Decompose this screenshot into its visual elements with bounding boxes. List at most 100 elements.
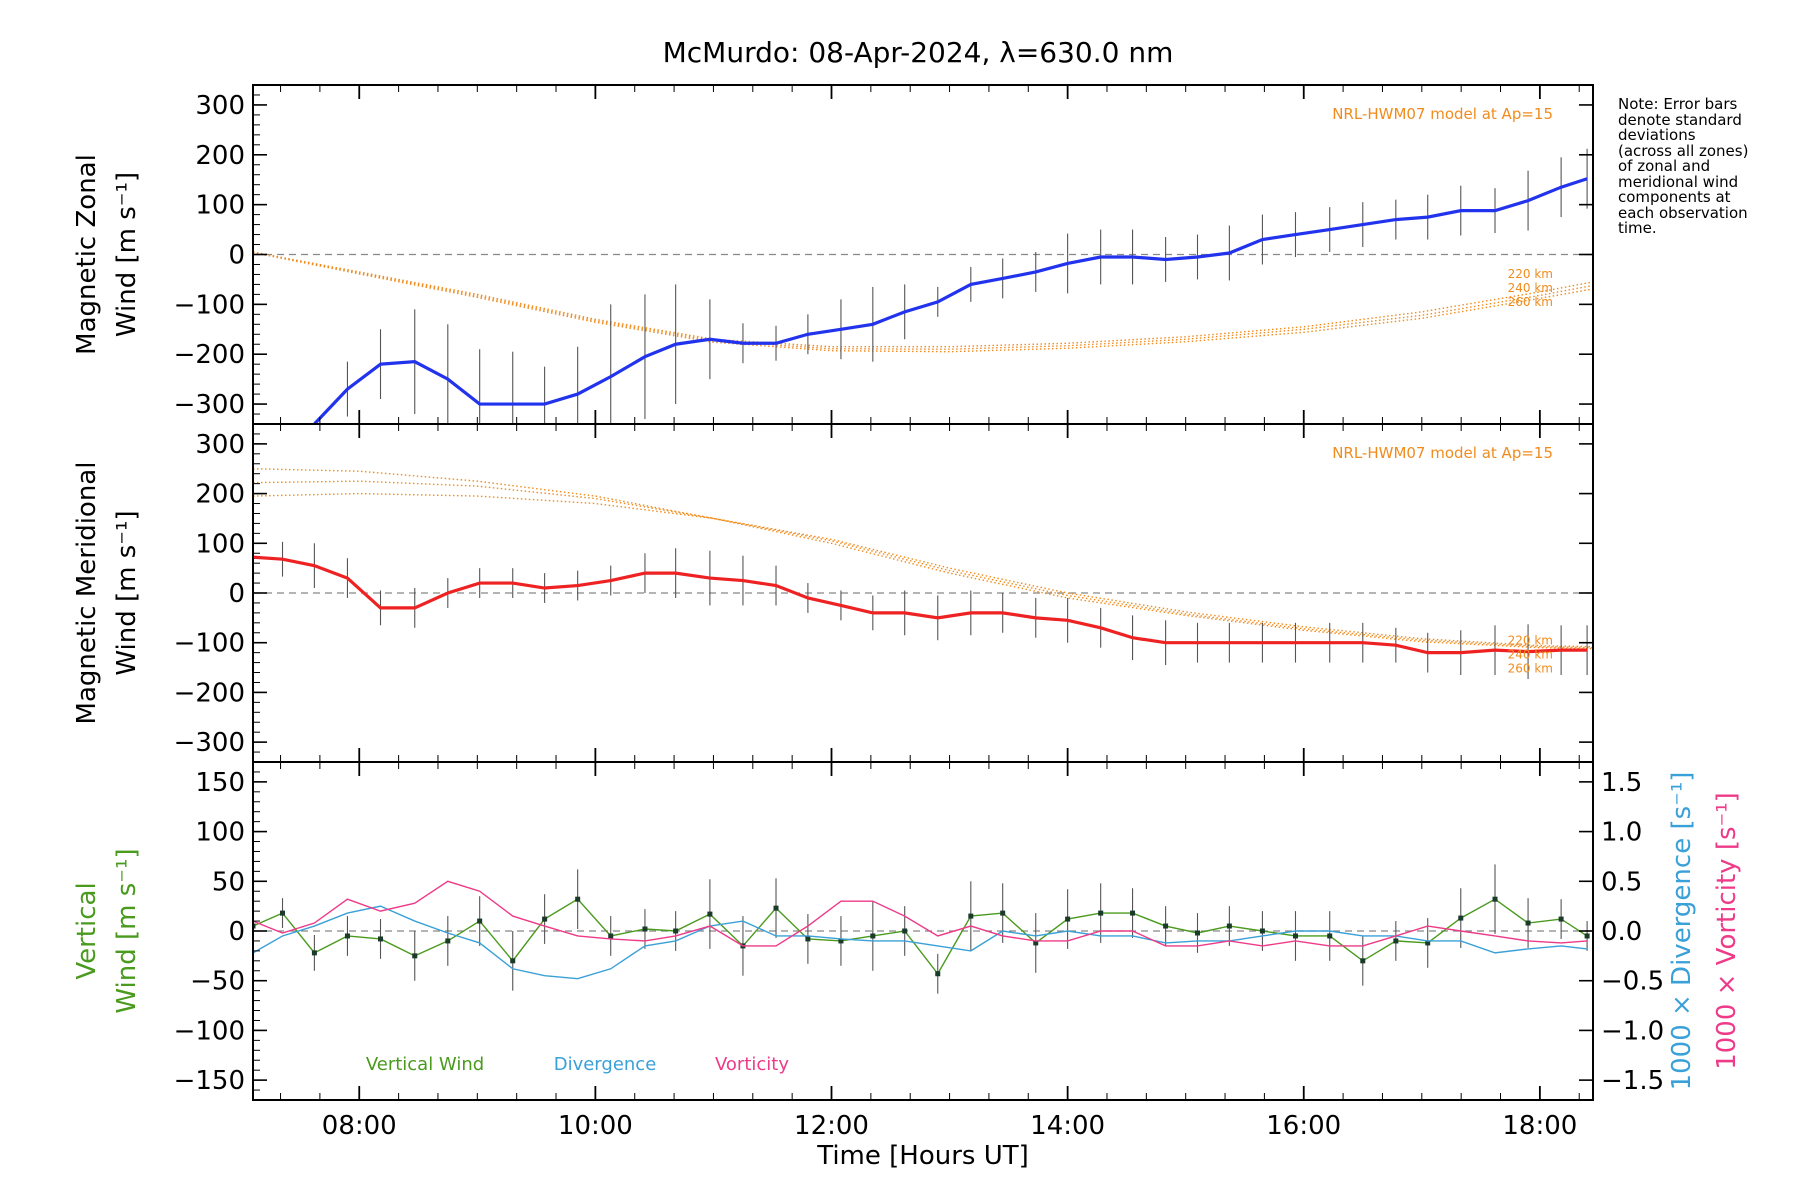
model-label: NRL-HWM07 model at Ap=15 (1332, 444, 1553, 462)
y-tick-label: −200 (174, 340, 245, 370)
x-tick-label: 16:00 (1266, 1111, 1341, 1141)
y-tick-label: −200 (174, 678, 245, 708)
vertical-wind-point (838, 938, 844, 944)
y2-tick-label: −1.0 (1601, 1016, 1664, 1046)
y-tick-label: 50 (212, 867, 245, 897)
model-curve-220km (253, 251, 1593, 348)
vertical-wind-point (1163, 923, 1169, 929)
series-line-divergence (253, 905, 1588, 980)
legend-entry: Vorticity (715, 1054, 789, 1075)
vertical-wind-point (608, 933, 614, 939)
y2-tick-label: 0.0 (1601, 917, 1642, 947)
vertical-wind-point (1584, 933, 1590, 939)
x-axis-label: Time [Hours UT] (816, 1141, 1029, 1171)
y-tick-label: 300 (195, 91, 245, 121)
vertical-wind-point (378, 936, 384, 942)
plot-frame (252, 84, 1594, 425)
plot-area (253, 148, 1593, 424)
legend-entry: Divergence (554, 1054, 657, 1075)
y2-tick-label: −0.5 (1601, 967, 1664, 997)
y-tick-label: −150 (174, 1066, 245, 1096)
vertical-wind-point (1425, 940, 1431, 946)
vertical-wind-point (1000, 910, 1006, 916)
vertical-wind-point (707, 911, 713, 917)
plot-area (253, 468, 1593, 679)
vertical-wind-point (477, 918, 483, 924)
altitude-label: 260 km (1508, 662, 1553, 676)
x-tick-label: 12:00 (794, 1111, 869, 1141)
y2-tick-label: −1.5 (1601, 1066, 1664, 1096)
vertical-wind-point (412, 953, 418, 959)
vertical-wind-point (968, 913, 974, 919)
vertical-wind-point (1226, 923, 1232, 929)
error-bar-note: Note: Error bars denote standard deviati… (1618, 95, 1788, 237)
altitude-label: 260 km (1508, 295, 1553, 309)
altitude-label: 240 km (1508, 648, 1553, 662)
y2-tick-label: 0.5 (1601, 867, 1642, 897)
vertical-wind-point (1558, 916, 1564, 922)
model-curve-220km (253, 468, 1593, 650)
vertical-wind-point (870, 933, 876, 939)
vertical-wind-point (344, 933, 350, 939)
vertical-wind-point (510, 958, 516, 964)
chart-title: McMurdo: 08-Apr-2024, λ=630.0 nm (663, 36, 1174, 69)
model-curve-260km (253, 492, 1593, 648)
vertical-wind-point (1360, 958, 1366, 964)
vertical-wind-point (280, 910, 286, 916)
y-tick-label: 200 (195, 480, 245, 510)
meridional-wind-panel: −300 −200 −100 0 100 200 300 Magnetic Meridiona… (72, 423, 1594, 763)
altitude-label: 220 km (1508, 267, 1553, 281)
vertical-wind-point (673, 928, 679, 934)
vertical-wind-point (1130, 910, 1136, 916)
vertical-wind-point (805, 936, 811, 942)
y-axis-label: Magnetic Zonal (72, 154, 102, 355)
y-tick-label: −300 (174, 728, 245, 758)
plot-area (253, 864, 1593, 994)
vertical-wind-point (1458, 915, 1464, 921)
y-axis-label: Wind [m s⁻¹] (112, 848, 142, 1013)
y-tick-label: −100 (174, 1016, 245, 1046)
y-axis-label: Wind [m s⁻¹] (112, 172, 142, 337)
y-tick-label: 150 (195, 768, 245, 798)
plot-frame (252, 761, 1594, 1101)
y2-tick-label: 1.5 (1601, 768, 1642, 798)
vertical-wind-point (1259, 928, 1265, 934)
y-tick-label: −100 (174, 629, 245, 659)
y-axis-label: Vertical (72, 882, 102, 979)
series-line-vertical-wind (253, 898, 1588, 976)
vertical-wind-point (253, 923, 256, 929)
y-tick-label: 300 (195, 430, 245, 460)
vertical-wind-point (542, 916, 548, 922)
x-tick-label: 08:00 (322, 1111, 397, 1141)
y-tick-label: −300 (174, 390, 245, 420)
vertical-wind-point (642, 926, 648, 932)
y2-tick-label: 1.0 (1601, 818, 1642, 848)
model-curve-240km (253, 251, 1593, 350)
note-line: Note: Error bars (1618, 95, 1738, 113)
vertical-wind-point (935, 971, 941, 977)
note-line: time. (1618, 219, 1657, 237)
vertical-wind-point (1098, 910, 1104, 916)
y-tick-label: 0 (228, 579, 245, 609)
vertical-wind-point (1525, 920, 1531, 926)
note-line: each observation (1618, 203, 1748, 222)
zonal-wind-panel: −300 −200 −100 0 100 200 300 Magnetic Zonal Wind… (72, 84, 1594, 425)
note-line: denote standard (1618, 110, 1742, 129)
x-tick-label: 14:00 (1030, 1111, 1105, 1141)
altitude-label: 240 km (1508, 281, 1553, 295)
vertical-wind-point (445, 938, 451, 944)
y-tick-label: −100 (174, 290, 245, 320)
y-tick-label: 100 (195, 818, 245, 848)
note-line: of zonal and (1618, 157, 1711, 175)
vertical-wind-point (1327, 933, 1333, 939)
vertical-wind-point (1065, 916, 1071, 922)
vertical-wind-point (1194, 930, 1200, 936)
vertical-wind-point (311, 950, 317, 956)
vertical-wind-panel: −150 −100 −50 0 50 100 150 Vertical Wind [m s⁻¹]… (72, 761, 1742, 1171)
vertical-wind-point (575, 896, 581, 902)
vertical-wind-point (773, 905, 779, 911)
model-curve-260km (253, 251, 1593, 353)
x-tick-label: 18:00 (1502, 1111, 1577, 1141)
note-line: (across all zones) (1618, 141, 1749, 160)
